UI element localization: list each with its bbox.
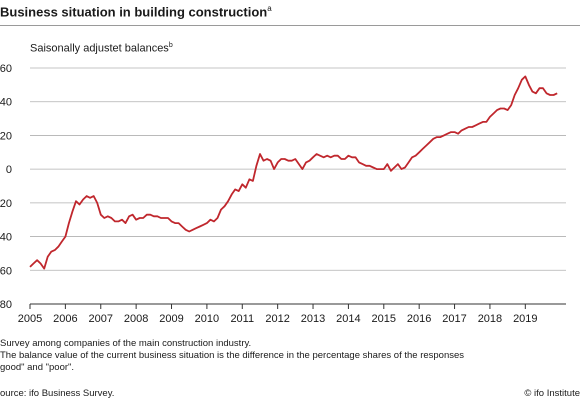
x-tick-label: 2015 <box>372 313 396 325</box>
footnote-b-continued: good" and "poor". <box>0 362 75 373</box>
title-rule <box>0 25 580 26</box>
x-tick-label: 2013 <box>301 313 325 325</box>
y-tick-label: 20 <box>0 130 12 142</box>
footnote-b: The balance value of the current busines… <box>0 350 465 361</box>
y-tick-label: 40 <box>0 97 12 109</box>
x-tick-label: 2017 <box>442 313 466 325</box>
x-tick-label: 2009 <box>159 313 183 325</box>
x-tick-label: 2007 <box>89 313 113 325</box>
chart-subtitle-text: Saisonally adjustet balances <box>30 42 169 55</box>
y-tick-label: 0 <box>6 164 12 176</box>
y-tick-label: 40 <box>0 232 12 244</box>
footnote-a: Survey among companies of the main const… <box>0 338 252 349</box>
x-tick-label: 2012 <box>265 313 289 325</box>
x-tick-label: 2005 <box>18 313 42 325</box>
x-tick-label: 2018 <box>478 313 502 325</box>
x-tick-label: 2008 <box>124 313 148 325</box>
source-note: ource: ifo Business Survey. <box>0 388 115 399</box>
x-tick-label: 2014 <box>336 313 360 325</box>
x-tick-label: 2019 <box>513 313 537 325</box>
x-tick-label: 2010 <box>195 313 219 325</box>
chart-subtitle: Saisonally adjustet balancesb <box>30 42 173 55</box>
chart-title-text: Business situation in building construct… <box>0 4 268 20</box>
footnotes: Survey among companies of the main const… <box>0 338 464 374</box>
title-footnote-mark: a <box>267 4 272 13</box>
copyright-note: © ifo Institute <box>524 388 580 399</box>
series-line <box>29 75 558 270</box>
subtitle-footnote-mark: b <box>168 42 173 49</box>
y-tick-label: 20 <box>0 198 12 210</box>
x-tick-label: 2011 <box>230 313 254 325</box>
x-tick-label: 2016 <box>407 313 431 325</box>
x-tick-label: 2006 <box>53 313 77 325</box>
y-tick-label: 80 <box>0 299 12 311</box>
chart-title: Business situation in building construct… <box>0 4 272 19</box>
y-tick-label: 60 <box>0 63 12 75</box>
y-tick-label: 60 <box>0 265 12 277</box>
